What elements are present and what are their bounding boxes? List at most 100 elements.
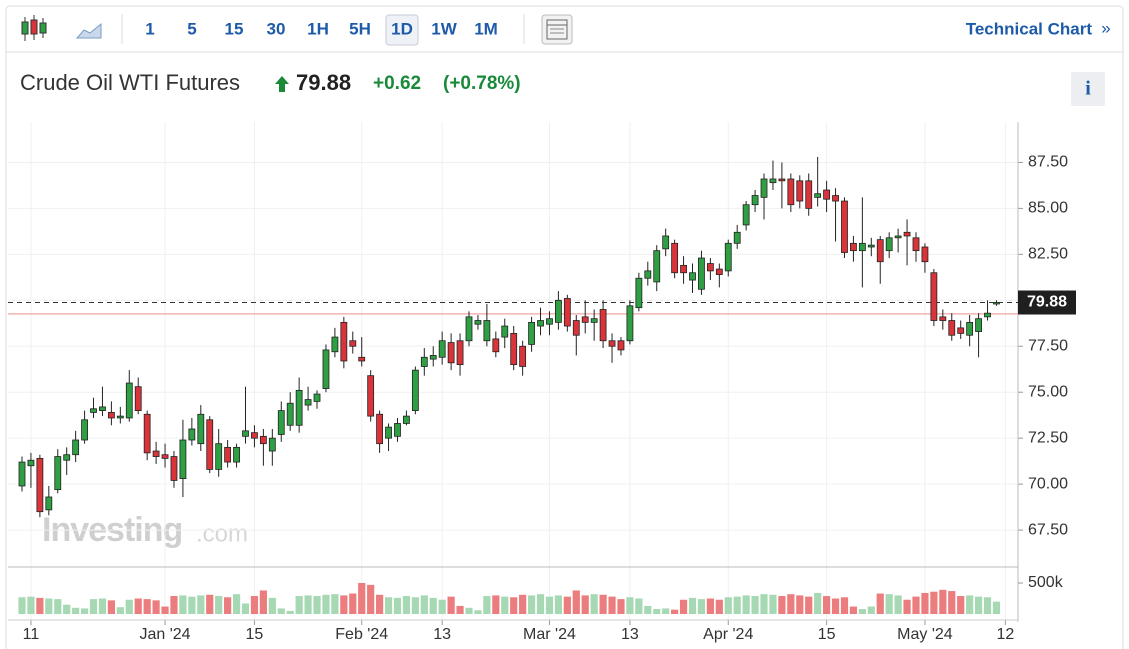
volume-bar bbox=[814, 592, 822, 614]
interval-button[interactable]: 1 bbox=[145, 19, 154, 38]
candle-body bbox=[206, 419, 214, 470]
layout-icon[interactable] bbox=[541, 14, 573, 45]
volume-bar bbox=[483, 596, 491, 614]
candle-body bbox=[617, 340, 625, 351]
y-tick-label: 72.50 bbox=[1028, 429, 1068, 446]
volume-bar bbox=[456, 605, 464, 614]
candle-body bbox=[215, 443, 223, 470]
volume-bar bbox=[554, 595, 562, 614]
candle-body bbox=[233, 446, 240, 463]
candle-body bbox=[626, 305, 634, 342]
candle-body bbox=[358, 356, 366, 362]
volume-bar bbox=[563, 596, 571, 614]
volume-bar bbox=[474, 610, 482, 614]
interval-button[interactable]: 1H bbox=[307, 19, 329, 38]
volume-bar bbox=[125, 599, 133, 614]
candle-body bbox=[474, 320, 482, 325]
candle-body bbox=[268, 437, 276, 452]
volume-bar bbox=[107, 600, 115, 614]
volume-bar bbox=[36, 597, 44, 614]
x-tick-label: Jan '24 bbox=[139, 626, 190, 643]
candle-body bbox=[403, 415, 410, 424]
volume-bar bbox=[527, 595, 536, 614]
candle-body bbox=[143, 413, 151, 454]
candle-body bbox=[438, 340, 446, 358]
candle-body bbox=[733, 231, 741, 244]
candle-body bbox=[286, 402, 294, 426]
candle-body bbox=[501, 325, 509, 338]
candle-body bbox=[653, 250, 661, 283]
candle-body bbox=[188, 428, 196, 441]
active-interval-box[interactable] bbox=[385, 14, 419, 46]
volume-bar bbox=[644, 605, 652, 614]
candle-body bbox=[993, 302, 1000, 305]
interval-button[interactable]: 1W bbox=[431, 19, 457, 38]
volume-bar bbox=[536, 594, 545, 614]
candle-body bbox=[152, 450, 160, 457]
candle-body bbox=[331, 336, 339, 353]
volume-bar bbox=[286, 610, 294, 614]
x-tick-label: 15 bbox=[246, 626, 264, 643]
candle-body bbox=[313, 393, 321, 402]
candle-body bbox=[367, 375, 375, 417]
interval-button[interactable]: 5 bbox=[187, 19, 196, 38]
candle-body bbox=[698, 257, 705, 290]
volume-bar bbox=[724, 597, 732, 614]
candle-body bbox=[394, 423, 401, 437]
y-tick-label: 85.00 bbox=[1028, 200, 1068, 217]
candle-body bbox=[179, 439, 187, 480]
volume-bar bbox=[840, 597, 849, 614]
volume-bar bbox=[617, 599, 625, 614]
candle-body bbox=[644, 270, 652, 279]
volume-bar bbox=[170, 596, 178, 614]
volume-bar bbox=[188, 596, 196, 614]
info-button[interactable] bbox=[1071, 72, 1105, 106]
candle-body bbox=[295, 389, 303, 426]
candle-body bbox=[510, 332, 518, 366]
technical-chart-link[interactable]: Technical Chart bbox=[966, 19, 1093, 38]
volume-bar bbox=[72, 607, 80, 614]
volume-bar bbox=[805, 596, 813, 614]
volume-bar bbox=[420, 595, 428, 614]
x-tick-label: 12 bbox=[997, 626, 1015, 643]
candle-body bbox=[867, 244, 875, 248]
volume-bar bbox=[367, 584, 375, 614]
volume-bar bbox=[626, 597, 634, 614]
candle-body bbox=[27, 459, 35, 467]
candle-body bbox=[939, 316, 947, 321]
technical-chart-arrow[interactable]: » bbox=[1101, 18, 1110, 37]
volume-bar bbox=[760, 594, 768, 614]
volume-bar bbox=[697, 599, 706, 614]
candle-body bbox=[912, 237, 920, 252]
candle-body bbox=[36, 457, 44, 513]
volume-bar bbox=[572, 590, 580, 614]
volume-bar bbox=[80, 608, 89, 614]
interval-button[interactable]: 1M bbox=[474, 19, 498, 38]
candle-body bbox=[832, 195, 839, 202]
interval-button[interactable]: 15 bbox=[225, 19, 244, 38]
candle-body bbox=[563, 298, 571, 327]
volume-bar bbox=[831, 598, 840, 614]
candle-body bbox=[72, 439, 80, 456]
volume-bar bbox=[402, 596, 411, 614]
interval-button[interactable]: 5H bbox=[349, 19, 371, 38]
volume-bar bbox=[492, 595, 500, 614]
volume-bar bbox=[45, 598, 53, 614]
interval-button[interactable]: 30 bbox=[267, 19, 286, 38]
info-icon[interactable]: i bbox=[1085, 78, 1091, 100]
volume-bar bbox=[447, 596, 455, 614]
volume-bar bbox=[992, 601, 1001, 614]
volume-bar bbox=[510, 597, 518, 614]
candle-body bbox=[787, 178, 795, 206]
volume-bar bbox=[349, 593, 357, 614]
candle-icon[interactable] bbox=[21, 15, 47, 41]
volume-bar bbox=[393, 597, 402, 614]
area-icon[interactable] bbox=[75, 22, 102, 39]
candle-body bbox=[492, 338, 500, 353]
volume-bar bbox=[322, 594, 330, 614]
volume-bar bbox=[340, 595, 348, 614]
volume-bar bbox=[27, 596, 35, 614]
candle-body bbox=[456, 340, 464, 366]
interval-button[interactable]: 1D bbox=[391, 19, 413, 38]
candle-body bbox=[903, 231, 911, 237]
